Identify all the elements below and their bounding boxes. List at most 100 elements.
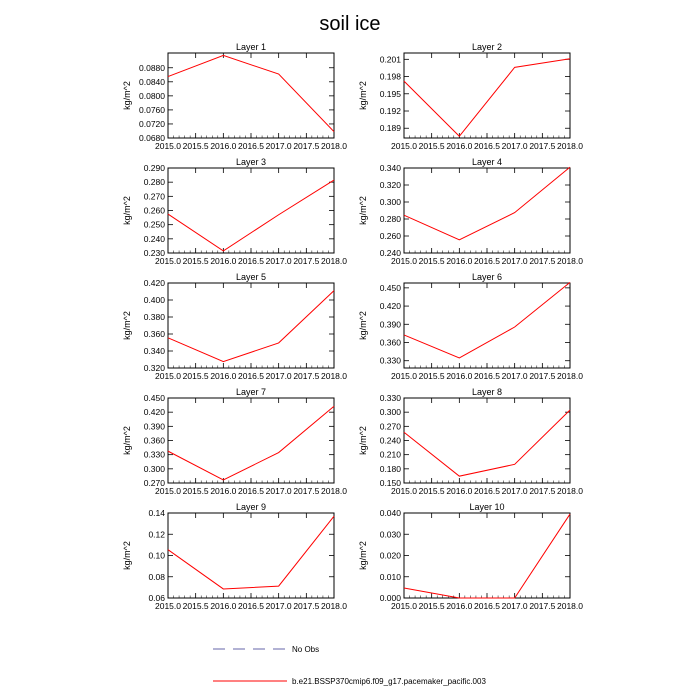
y-tick-label: 0.201: [380, 54, 402, 64]
y-tick-label: 0.192: [380, 106, 402, 116]
x-tick-label: 2016.0: [210, 601, 236, 611]
x-tick-label: 2017.0: [502, 141, 528, 151]
y-tick-label: 0.0880: [139, 63, 165, 73]
x-tick-label: 2017.5: [293, 256, 319, 266]
x-tick-label: 2017.0: [502, 601, 528, 611]
x-tick-label: 2017.5: [529, 256, 555, 266]
y-tick-label: 0.230: [144, 248, 166, 258]
x-tick-label: 2016.5: [474, 371, 500, 381]
x-tick-label: 2015.0: [155, 141, 181, 151]
plot-frame: [403, 167, 571, 254]
x-tick-label: 2015.5: [419, 601, 445, 611]
panel-title: Layer 10: [469, 502, 504, 512]
x-tick-label: 2016.0: [446, 486, 472, 496]
y-tick-label: 0.360: [144, 329, 166, 339]
x-tick-label: 2015.5: [419, 141, 445, 151]
plot-frame: [403, 52, 571, 139]
series-line: [167, 515, 335, 590]
y-tick-label: 0.360: [144, 436, 166, 446]
y-tick-label: 0.030: [380, 529, 402, 539]
y-tick-label: 0.010: [380, 572, 402, 582]
y-tick-label: 0.390: [144, 421, 166, 431]
x-tick-label: 2017.0: [266, 371, 292, 381]
x-tick-label: 2016.5: [474, 601, 500, 611]
x-tick-label: 2016.0: [446, 141, 472, 151]
panel-title: Layer 8: [472, 387, 502, 397]
series-line: [403, 513, 571, 599]
y-tick-label: 0.180: [380, 464, 402, 474]
series-line: [167, 179, 335, 252]
x-tick-label: 2018.0: [557, 486, 583, 496]
x-tick-label: 2015.5: [419, 371, 445, 381]
x-tick-label: 2015.5: [183, 256, 209, 266]
panel-title: Layer 9: [236, 502, 266, 512]
x-tick-label: 2015.5: [183, 601, 209, 611]
y-tick-label: 0.420: [380, 301, 402, 311]
y-tick-label: 0.420: [144, 278, 166, 288]
x-tick-label: 2015.0: [391, 141, 417, 151]
y-tick-label: 0.260: [144, 206, 166, 216]
y-tick-label: 0.330: [144, 450, 166, 460]
x-tick-label: 2017.5: [293, 486, 319, 496]
series-line: [403, 166, 571, 241]
panel-title: Layer 6: [472, 272, 502, 282]
plot-frame: [167, 397, 335, 484]
x-tick-label: 2016.0: [210, 256, 236, 266]
x-tick-label: 2017.5: [293, 141, 319, 151]
plot-frame: [167, 512, 335, 599]
x-tick-label: 2015.0: [391, 486, 417, 496]
y-tick-label: 0.0720: [139, 119, 165, 129]
x-tick-label: 2016.0: [210, 141, 236, 151]
x-tick-label: 2017.0: [266, 601, 292, 611]
y-axis-label: kg/m^2: [122, 426, 132, 455]
x-tick-label: 2017.5: [529, 601, 555, 611]
y-tick-label: 0.300: [144, 464, 166, 474]
plot-frame: [167, 52, 335, 139]
y-tick-label: 0.320: [380, 180, 402, 190]
x-tick-label: 2016.5: [238, 256, 264, 266]
y-tick-label: 0.320: [144, 363, 166, 373]
figure-title: soil ice: [319, 13, 380, 35]
y-tick-label: 0.198: [380, 72, 402, 82]
x-tick-label: 2016.0: [210, 486, 236, 496]
x-tick-label: 2018.0: [557, 601, 583, 611]
x-tick-label: 2017.0: [266, 256, 292, 266]
y-tick-label: 0.0680: [139, 133, 165, 143]
y-tick-label: 0.380: [144, 312, 166, 322]
y-axis-label: kg/m^2: [122, 541, 132, 570]
x-tick-label: 2016.0: [210, 371, 236, 381]
x-tick-label: 2017.0: [266, 141, 292, 151]
series-line: [403, 409, 571, 477]
y-tick-label: 0.0840: [139, 77, 165, 87]
x-tick-label: 2015.5: [183, 141, 209, 151]
y-tick-label: 0.270: [380, 421, 402, 431]
y-tick-label: 0.0760: [139, 105, 165, 115]
plot-frame: [167, 167, 335, 254]
y-tick-label: 0.150: [380, 478, 402, 488]
x-tick-label: 2018.0: [321, 256, 347, 266]
x-tick-label: 2015.0: [155, 371, 181, 381]
x-tick-label: 2018.0: [557, 371, 583, 381]
x-tick-label: 2015.0: [391, 256, 417, 266]
x-tick-label: 2016.0: [446, 371, 472, 381]
y-tick-label: 0.08: [148, 572, 165, 582]
x-tick-label: 2017.5: [529, 486, 555, 496]
x-tick-label: 2016.0: [446, 601, 472, 611]
series-line: [167, 405, 335, 481]
panel-title: Layer 1: [236, 42, 266, 52]
y-tick-label: 0.390: [380, 319, 402, 329]
x-tick-label: 2016.5: [238, 486, 264, 496]
y-tick-label: 0.300: [380, 407, 402, 417]
x-tick-label: 2018.0: [321, 371, 347, 381]
panel-title: Layer 2: [472, 42, 502, 52]
series-line: [167, 54, 335, 133]
y-tick-label: 0.290: [144, 163, 166, 173]
y-tick-label: 0.250: [144, 220, 166, 230]
x-tick-label: 2016.5: [238, 371, 264, 381]
